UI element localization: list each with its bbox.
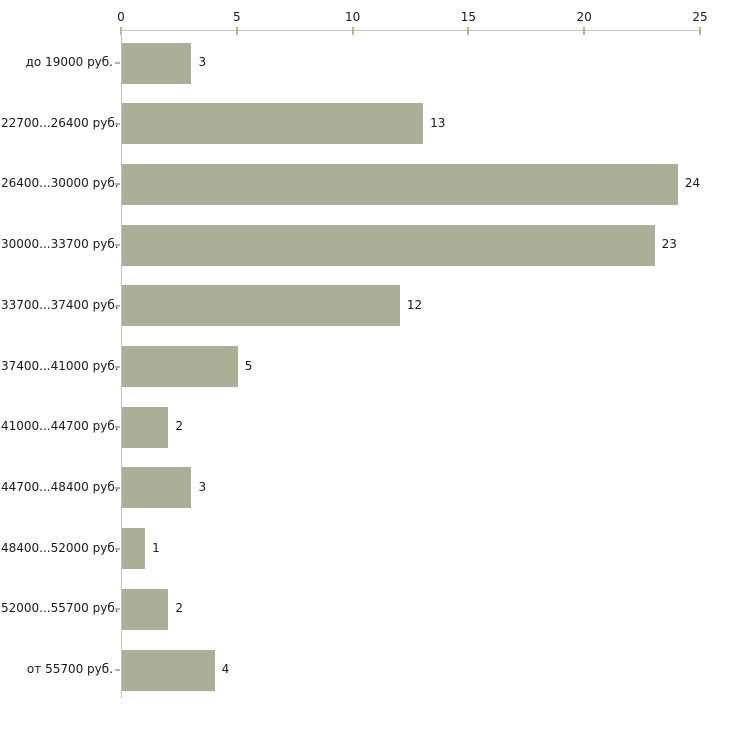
- value-label: 4: [221, 662, 230, 676]
- value-label: 12: [406, 297, 423, 312]
- category-label: до 19000 руб.: [25, 55, 113, 69]
- category-label: 41000...44700 руб.: [1, 419, 119, 434]
- y-axis-tick-mark: [115, 62, 120, 64]
- y-axis-tick-mark: [115, 122, 120, 125]
- x-axis-tick-label: 0: [117, 10, 125, 24]
- y-axis-tick-mark: [115, 608, 120, 611]
- x-axis-tick-mark: [467, 27, 470, 35]
- category-label: 22700...26400 руб.: [1, 115, 119, 130]
- y-axis-tick-mark: [115, 365, 120, 368]
- category-label: 30000...33700 руб.: [1, 237, 119, 252]
- value-label: 2: [175, 419, 183, 434]
- y-axis-tick-mark: [115, 547, 120, 550]
- value-label: 24: [684, 176, 701, 191]
- bar: [122, 467, 192, 509]
- category-label: 37400...41000 руб.: [1, 358, 119, 373]
- bar: [122, 224, 655, 266]
- x-axis-tick-mark: [699, 27, 701, 35]
- value-label: 2: [175, 601, 183, 616]
- bar: [122, 346, 238, 387]
- x-axis-line: [121, 30, 700, 31]
- y-axis-line: [121, 30, 122, 698]
- bar: [122, 103, 424, 145]
- x-axis-tick-mark: [583, 27, 586, 35]
- category-label: 48400...52000 руб.: [1, 540, 119, 555]
- category-label: 44700...48400 руб.: [1, 479, 119, 494]
- x-axis-tick-label: 25: [692, 10, 708, 24]
- category-label: от 55700 руб.: [26, 662, 113, 676]
- y-axis-tick-mark: [115, 669, 120, 671]
- bar: [122, 42, 192, 84]
- value-label: 3: [198, 479, 207, 494]
- x-axis-tick-label: 20: [576, 10, 592, 24]
- x-axis-tick-mark: [351, 27, 354, 35]
- category-label: 33700...37400 руб.: [1, 297, 119, 312]
- bar: [122, 528, 146, 570]
- bar: [122, 163, 678, 205]
- bar: [122, 406, 169, 448]
- value-label: 5: [244, 358, 253, 373]
- bar: [122, 285, 400, 327]
- x-axis-tick-mark: [235, 27, 238, 35]
- y-axis-tick-mark: [115, 244, 120, 247]
- value-label: 13: [430, 115, 446, 130]
- x-axis-tick-label: 10: [344, 10, 361, 24]
- y-axis-tick-mark: [115, 486, 120, 489]
- bar: [122, 588, 169, 630]
- bar: [122, 649, 215, 691]
- category-label: 52000...55700 руб.: [1, 601, 119, 616]
- y-axis-tick-mark: [115, 183, 120, 186]
- value-label: 23: [661, 237, 677, 252]
- x-axis-tick-label: 5: [232, 10, 241, 24]
- value-label: 3: [198, 55, 207, 69]
- y-axis-tick-mark: [115, 304, 120, 307]
- y-axis-tick-mark: [115, 426, 120, 429]
- value-label: 1: [152, 540, 160, 555]
- x-axis-tick-label: 15: [460, 10, 477, 24]
- category-label: 26400...30000 руб.: [1, 176, 119, 191]
